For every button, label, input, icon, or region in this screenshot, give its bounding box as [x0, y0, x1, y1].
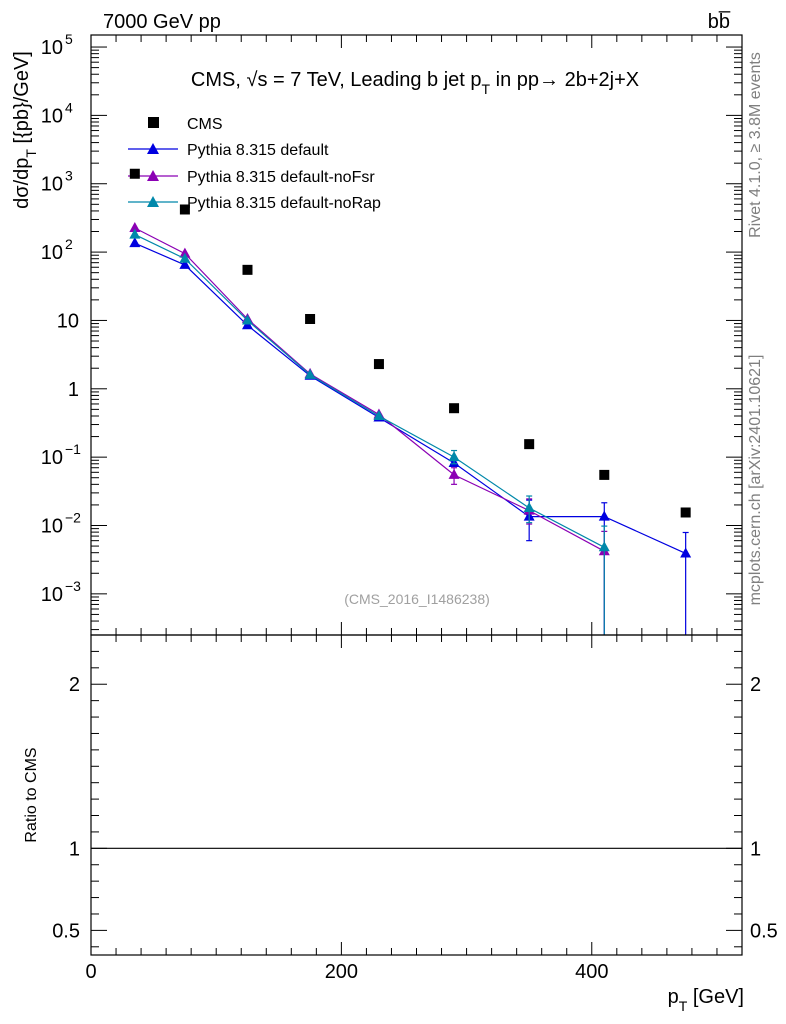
- x-tick-label: 0: [85, 961, 96, 983]
- data-point: [304, 368, 316, 379]
- mcplots-label: mcplots.cern.ch [arXiv:2401.10621]: [747, 355, 764, 606]
- y-tick-exponent: 2: [65, 236, 73, 252]
- ratio-tick-label-right: 0.5: [750, 920, 778, 942]
- y-tick-exponent: 3: [65, 168, 73, 184]
- x-axis-label-unit: [GeV]: [687, 986, 744, 1008]
- y-tick-exponent: 5: [65, 31, 73, 47]
- x-axis-label: pT [GeV]: [668, 986, 744, 1014]
- x-axis-label-sub: T: [679, 998, 688, 1014]
- data-point: [129, 222, 141, 233]
- y-tick-label: 10: [57, 310, 79, 332]
- y-axis-label-sub: T: [23, 149, 39, 158]
- process-label: bb̅: [708, 10, 731, 33]
- data-point: [373, 409, 385, 420]
- y-tick-exponent: −3: [65, 578, 81, 594]
- data-point: [598, 541, 610, 552]
- title-sub: T: [482, 81, 491, 97]
- chart-title: CMS, √s = 7 TeV, Leading b jet pT in pp→…: [191, 69, 639, 97]
- title-pre: CMS,: [191, 69, 247, 91]
- y-axis-label: dσ/dpT [{pb}/GeV]: [11, 51, 39, 209]
- y-tick-exponent: −1: [65, 441, 81, 457]
- data-point: [598, 510, 610, 521]
- legend-label-cms: CMS: [187, 116, 223, 133]
- x-tick-label: 200: [325, 961, 358, 983]
- energy-label: 7000 GeV pp: [103, 11, 221, 33]
- data-point: [448, 468, 460, 479]
- data-point: [680, 507, 691, 518]
- data-point: [241, 314, 253, 325]
- y-axis-label-unit: [{pb}/GeV]: [11, 51, 33, 149]
- legend-marker-nofsr: [147, 170, 159, 181]
- title-sqrt: √: [246, 69, 257, 91]
- title-mid: = 7 TeV, Leading b jet p: [267, 69, 481, 91]
- legend-marker-cms: [148, 117, 159, 128]
- y-tick-label: 10: [41, 37, 63, 59]
- y-tick-label: 10: [41, 515, 63, 537]
- legend-marker-default: [147, 143, 159, 154]
- series-line: [134, 234, 605, 548]
- y-axis-label-main: dσ/dp: [11, 158, 33, 209]
- y-tick-label: 10: [41, 242, 63, 264]
- legend: CMS Pythia 8.315 default Pythia 8.315 de…: [128, 116, 381, 212]
- legend-label-default: Pythia 8.315 default: [187, 142, 329, 159]
- data-point: [129, 168, 140, 179]
- data-point: [523, 502, 535, 513]
- ratio-tick-label-left: 0.5: [52, 920, 80, 942]
- ratio-tick-label-right: 1: [750, 838, 761, 860]
- ratio-tick-label-left: 2: [69, 674, 80, 696]
- legend-label-nofsr: Pythia 8.315 default-noFsr: [187, 169, 375, 186]
- x-tick-label: 400: [575, 961, 608, 983]
- data-point: [179, 258, 191, 269]
- analysis-tag: (CMS_2016_I1486238): [344, 591, 490, 607]
- y-tick-label: 10: [41, 105, 63, 127]
- series-0: [129, 168, 691, 518]
- ratio-tick-label-left: 1: [69, 838, 80, 860]
- ratio-y-label: Ratio to CMS: [23, 747, 40, 842]
- data-point: [129, 228, 141, 239]
- data-point: [179, 252, 191, 263]
- series-3: [129, 228, 610, 635]
- x-axis-label-p: p: [668, 986, 679, 1008]
- legend-marker-norap: [147, 196, 159, 207]
- data-point: [129, 237, 141, 248]
- legend-label-norap: Pythia 8.315 default-noRap: [187, 195, 381, 212]
- y-tick-label: 10: [41, 584, 63, 606]
- ratio-frame: [90, 634, 743, 956]
- y-tick-label: 10: [41, 447, 63, 469]
- data-point: [680, 547, 692, 558]
- series-line: [134, 227, 605, 552]
- title-s: s: [257, 69, 267, 91]
- data-point: [449, 403, 460, 414]
- data-point: [524, 439, 535, 450]
- data-point: [373, 359, 384, 370]
- data-point: [242, 264, 253, 275]
- data-point: [448, 451, 460, 462]
- data-point: [305, 313, 316, 324]
- data-point: [179, 247, 191, 258]
- series-layer: [129, 168, 692, 635]
- y-tick-exponent: −2: [65, 509, 81, 525]
- y-tick-exponent: 4: [65, 99, 73, 115]
- data-point: [179, 204, 190, 215]
- data-point: [599, 469, 610, 480]
- title-post: in pp→ 2b+2j+X: [490, 69, 639, 91]
- y-tick-label: 10: [41, 174, 63, 196]
- rivet-label: Rivet 4.1.0, ≥ 3.8M events: [747, 52, 764, 238]
- ratio-tick-label-right: 2: [750, 674, 761, 696]
- y-tick-label: 1: [68, 379, 79, 401]
